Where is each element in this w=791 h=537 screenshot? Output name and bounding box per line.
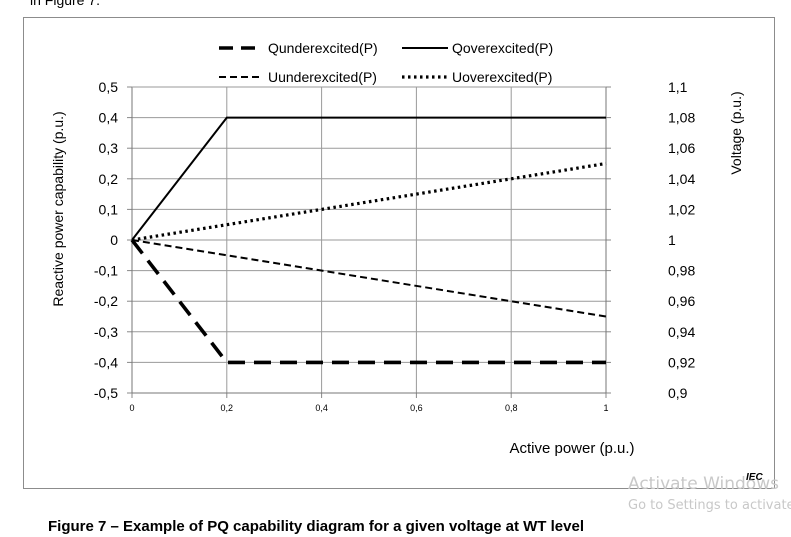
y-tick-label: 0 [110,232,118,248]
legend: Qunderexcited(P) Qoverexcited(P) Uunderexc… [219,40,553,85]
y-tick-label: 0,3 [99,140,119,156]
series-line-2 [131,116,606,241]
series-line-3 [131,239,607,318]
y-tick-label: 0,1 [99,201,119,217]
y2-tick-label: 1,1 [668,79,688,95]
legend-label-3: Uunderexcited(P) [268,69,377,85]
y2-tick-label: 0,94 [668,324,695,340]
x-tick-label: 0,4 [315,403,328,413]
y-tick-label: -0,4 [94,354,118,370]
activation-watermark-subtitle: Go to Settings to activate [628,498,791,513]
axes [127,86,611,398]
y-tick-label: 0,2 [99,171,119,187]
y2-tick-label: 1,02 [668,201,695,217]
y2-tick-label: 1,04 [668,171,695,187]
series-lines [130,116,607,365]
grid [131,86,607,394]
top-text: in Figure 7. [30,0,101,8]
y2-tick-label: 0,92 [668,354,695,370]
x-axis-label: Active power (p.u.) [509,440,634,457]
x-tick-label: 1 [603,403,608,413]
y-axis-label: Reactive power capability (p.u.) [50,111,66,306]
y2-tick-label: 0,9 [668,385,688,401]
y2-axis-label: Voltage (p.u.) [728,91,744,174]
activation-watermark-title: Activate Windows [628,474,779,494]
y2-tick-label: 0,96 [668,293,695,309]
chart-frame [23,17,775,489]
y-tick-label: -0,2 [94,293,118,309]
y2-tick-label: 1 [668,232,676,248]
x-tick-label: 0,2 [221,403,234,413]
iec-mark: IEC [746,472,763,483]
series-line-4 [131,161,607,242]
y2-tick-label: 1,08 [668,110,695,126]
legend-label-2: Qoverexcited(P) [452,40,553,56]
tick-labels: 0,5 1,1 0,4 1,08 0,3 1,06 0,2 1,04 0,1 1,02 0 1 -0,1… [94,79,696,413]
legend-label-1: Qunderexcited(P) [268,40,378,56]
y2-tick-label: 0,98 [668,263,695,279]
y-tick-label: 0,4 [99,110,119,126]
x-tick-label: 0 [129,403,134,413]
y-tick-label: -0,1 [94,263,118,279]
x-tick-label: 0,8 [505,403,518,413]
figure-caption: Figure 7 – Example of PQ capability diag… [48,518,584,535]
x-tick-label: 0,6 [410,403,423,413]
y-tick-label: 0,5 [99,79,119,95]
legend-label-4: Uoverexcited(P) [452,69,552,85]
y-tick-label: -0,3 [94,324,118,340]
y-tick-label: -0,5 [94,385,118,401]
y2-tick-label: 1,06 [668,140,695,156]
